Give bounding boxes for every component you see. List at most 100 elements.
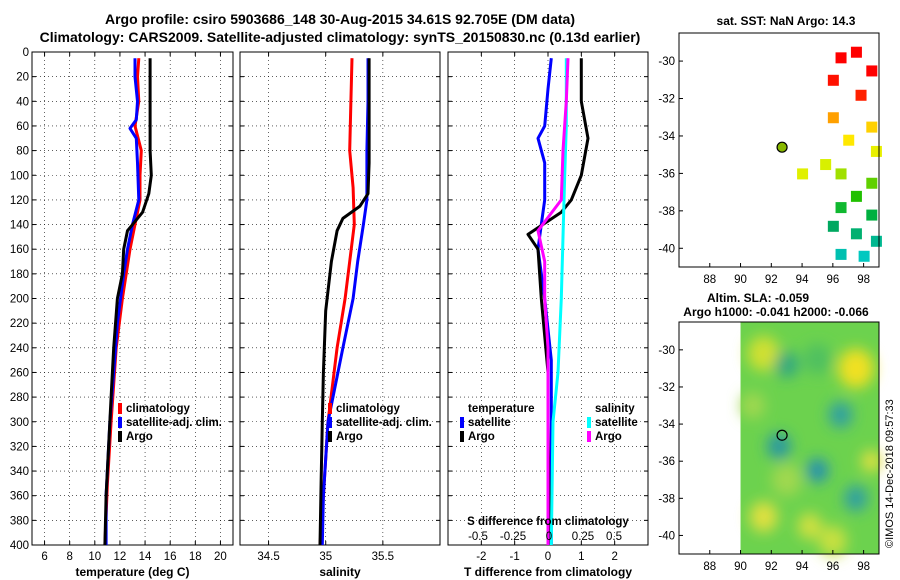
x2-axis-label: S difference from climatology (467, 516, 629, 528)
x-tick-label: 10 (88, 551, 101, 563)
x2-tick-label: -0.5 (468, 531, 488, 543)
sla-blob (767, 433, 791, 460)
legend-label: Argo (126, 431, 153, 443)
map-y-tick-label: -34 (658, 131, 675, 143)
map-x-tick-label: 88 (703, 561, 716, 573)
legend-label: Argo (336, 431, 363, 443)
legend-swatch (328, 403, 332, 414)
sst-cell (797, 168, 809, 180)
map-y-tick-label: -30 (658, 345, 675, 357)
figure-title-line1: Argo profile: csiro 5903686_148 30-Aug-2… (105, 11, 575, 27)
sst-cell (835, 248, 847, 260)
legend-label: climatology (126, 403, 191, 415)
map-x-tick-label: 90 (734, 274, 747, 286)
y-tick-label: 100 (10, 170, 29, 182)
sst-cell (835, 168, 847, 180)
axes-frame (31, 51, 234, 546)
legend-swatch (328, 431, 332, 442)
x-tick-label: 18 (189, 551, 202, 563)
y-tick-label: 160 (10, 244, 29, 256)
x-axis-label: T difference from climatology (464, 565, 632, 579)
series-line-satellite-adj-clim- (320, 58, 370, 546)
y-tick-label: 0 (23, 47, 29, 59)
y-tick-label: 140 (10, 220, 29, 232)
series-line-salinity-satellite (549, 58, 568, 546)
legend-label: Argo (595, 431, 622, 443)
x2-tick-label: 0 (546, 531, 552, 543)
sst-cell (855, 89, 867, 101)
y-tick-label: 340 (10, 466, 29, 478)
map-x-tick-label: 92 (765, 274, 778, 286)
map-frame (678, 321, 880, 555)
legend-label: Argo (468, 431, 495, 443)
sla-blob (774, 351, 799, 378)
legend-label: satellite-adj. clim. (336, 417, 432, 429)
y-tick-label: 60 (16, 121, 29, 133)
map-y-tick-label: -38 (658, 493, 675, 505)
x2-tick-label: 0.25 (572, 531, 594, 543)
x-tick-label: 16 (164, 551, 177, 563)
sst-cell (870, 145, 882, 157)
x2-tick-label: -0.25 (500, 531, 526, 543)
sst-cell (866, 209, 878, 221)
sst-cell (850, 190, 862, 202)
map-x-tick-label: 94 (796, 561, 809, 573)
axes-frame (239, 51, 441, 546)
legend-title: salinity (595, 403, 635, 415)
sla-blob (803, 343, 832, 375)
sla-blob (837, 348, 874, 389)
y-tick-label: 400 (10, 540, 29, 552)
x-tick-label: 6 (41, 551, 47, 563)
sst-cell (858, 250, 870, 262)
sst-cell (866, 177, 878, 189)
y-tick-label: 300 (10, 417, 29, 429)
sst-cell (835, 52, 847, 64)
x-tick-label: 34.5 (257, 551, 279, 563)
legend-swatch (460, 431, 464, 442)
sla-blob (818, 525, 847, 557)
legend-title: temperature (468, 403, 534, 415)
y-tick-label: 40 (16, 96, 29, 108)
sla-blob (806, 458, 829, 483)
sla-anomalies (740, 335, 882, 557)
map-x-tick-label: 96 (826, 561, 839, 573)
series-line-temperature-satellite (536, 58, 553, 545)
x-tick-label: 0 (545, 551, 551, 563)
map-x-tick-label: 96 (826, 274, 839, 286)
x-tick-label: 8 (66, 551, 72, 563)
sla-map-subtitle: Argo h1000: -0.041 h2000: -0.066 (683, 305, 869, 319)
series-line-climatology (103, 58, 143, 546)
x-tick-label: 14 (139, 551, 152, 563)
y-tick-label: 320 (10, 441, 29, 453)
figure-title-line2: Climatology: CARS2009. Satellite-adjuste… (39, 29, 641, 45)
x-axis-label: salinity (319, 565, 361, 579)
argo-position-marker (776, 141, 788, 153)
sst-cell (835, 202, 847, 214)
argo-position-marker (776, 429, 788, 441)
x-tick-label: -2 (476, 551, 486, 563)
map-y-tick-label: -30 (658, 56, 675, 68)
legend-label: satellite (595, 417, 638, 429)
x-axis-label: temperature (deg C) (75, 565, 189, 579)
map-y-tick-label: -32 (658, 382, 675, 394)
map-y-tick-label: -32 (658, 94, 675, 106)
series-line-temperature-argo (526, 58, 590, 546)
legend-swatch (118, 417, 122, 428)
series-line-argo (318, 58, 371, 546)
map-y-tick-label: -38 (658, 206, 675, 218)
sst-cell (820, 159, 832, 171)
y-tick-label: 20 (16, 72, 29, 84)
y-tick-label: 200 (10, 294, 29, 306)
y-tick-label: 220 (10, 318, 29, 330)
sla-blob (747, 335, 780, 372)
sla-map: 88 90 92 94 96 98 -30 -32 -34 -36 -38 -40 (658, 321, 882, 573)
sst-cell (850, 228, 862, 240)
legend-swatch (118, 403, 122, 414)
y-tick-label: 240 (10, 343, 29, 355)
sst-map-title: sat. SST: NaN Argo: 14.3 (717, 14, 856, 28)
map-y-tick-label: -36 (658, 456, 675, 468)
map-x-tick-label: 98 (857, 561, 870, 573)
legend-swatch (587, 431, 591, 442)
y-tick-label: 260 (10, 367, 29, 379)
